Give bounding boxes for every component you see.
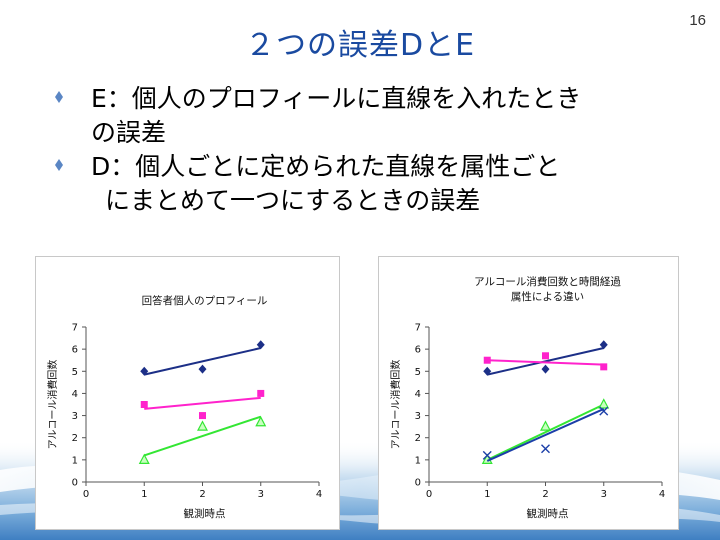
x-tick-label: 1 bbox=[484, 489, 490, 500]
chart-subtitle: 属性による違い bbox=[511, 290, 584, 303]
x-tick-label: 2 bbox=[542, 489, 548, 500]
y-tick-label: 3 bbox=[72, 411, 78, 422]
data-point-square bbox=[140, 401, 148, 408]
chart-title: 回答者個人のプロフィール bbox=[142, 294, 268, 307]
y-axis-label: アルコール消費回数 bbox=[46, 360, 59, 450]
data-point-triangle bbox=[197, 420, 208, 431]
data-point-triangle bbox=[255, 415, 267, 427]
data-point-square bbox=[542, 352, 549, 360]
y-tick-label: 2 bbox=[72, 433, 78, 444]
trend-line bbox=[144, 396, 261, 410]
y-axis-label: アルコール消費回数 bbox=[389, 360, 402, 450]
data-point-square bbox=[483, 356, 491, 364]
y-tick-label: 1 bbox=[72, 455, 78, 466]
data-point-diamond bbox=[140, 366, 149, 376]
y-tick-label: 0 bbox=[72, 478, 78, 489]
bullet-icon bbox=[55, 159, 63, 171]
bullet-item: D：個人ごとに定められた直線を属性ごと にまとめて一つにするときの誤差 bbox=[55, 150, 695, 218]
data-point-square bbox=[257, 389, 265, 397]
bullet-line: D：個人ごとに定められた直線を属性ごと bbox=[91, 152, 561, 181]
bullet-line: にまとめて一つにするときの誤差 bbox=[105, 186, 481, 215]
y-tick-label: 5 bbox=[72, 367, 78, 378]
bullet-list: E：個人のプロフィールに直線を入れたとき の誤差 D：個人ごとに定められた直線を… bbox=[55, 82, 695, 218]
data-point-square bbox=[199, 412, 206, 420]
y-tick-label: 2 bbox=[415, 433, 421, 444]
x-tick-label: 0 bbox=[426, 489, 432, 500]
trend-line bbox=[487, 347, 604, 376]
data-point-square bbox=[600, 363, 608, 371]
data-point-x bbox=[482, 450, 492, 460]
data-point-diamond bbox=[541, 364, 550, 374]
data-point-diamond bbox=[483, 366, 492, 376]
x-tick-label: 0 bbox=[83, 489, 89, 500]
y-tick-label: 4 bbox=[72, 389, 78, 400]
data-point-x bbox=[599, 406, 609, 416]
y-tick-label: 5 bbox=[415, 367, 421, 378]
bullet-line: の誤差 bbox=[91, 118, 167, 147]
x-tick-label: 3 bbox=[258, 489, 264, 500]
slide-title: ２つの誤差DとE bbox=[244, 28, 476, 63]
y-tick-label: 0 bbox=[415, 478, 421, 489]
chart-canvas: 回答者個人のプロフィール 0 1 2 3 4 5 6 7 0 1 2 3 4 観測時点 アルコール消費回数 bbox=[46, 294, 322, 520]
x-axis-label: 観測時点 bbox=[527, 507, 569, 520]
y-tick-label: 7 bbox=[72, 323, 78, 334]
trend-line bbox=[486, 408, 605, 462]
attribute-difference-chart: アルコール消費回数と時間経過 属性による違い 0 1 2 3 4 5 6 7 0 1 2 3 4 観測時点 アル… bbox=[378, 256, 679, 530]
data-point-diamond bbox=[256, 340, 265, 350]
y-tick-label: 6 bbox=[72, 345, 78, 356]
trend-line bbox=[486, 403, 605, 461]
data-point-triangle bbox=[138, 453, 150, 464]
trend-line bbox=[144, 347, 261, 376]
y-tick-label: 1 bbox=[415, 455, 421, 466]
y-tick-label: 4 bbox=[415, 389, 421, 400]
data-point-triangle bbox=[598, 398, 610, 409]
x-tick-label: 2 bbox=[199, 489, 205, 500]
individual-profile-chart: 回答者個人のプロフィール 0 1 2 3 4 5 6 7 0 1 2 3 4 観測時点 アルコール消費回数 bbox=[35, 256, 340, 530]
bullet-item: E：個人のプロフィールに直線を入れたとき の誤差 bbox=[55, 82, 695, 150]
data-point-diamond bbox=[198, 364, 207, 374]
chart-title: アルコール消費回数と時間経過 bbox=[474, 275, 621, 288]
x-axis-label: 観測時点 bbox=[184, 507, 226, 520]
data-point-diamond bbox=[599, 340, 608, 350]
y-tick-label: 6 bbox=[415, 345, 421, 356]
x-tick-label: 4 bbox=[316, 489, 322, 500]
y-tick-label: 3 bbox=[415, 411, 421, 422]
x-tick-label: 1 bbox=[141, 489, 147, 500]
bullet-line: E：個人のプロフィールに直線を入れたとき bbox=[91, 84, 582, 113]
trend-line bbox=[143, 415, 262, 457]
data-point-triangle bbox=[540, 420, 551, 431]
bullet-icon bbox=[55, 91, 63, 103]
x-tick-label: 4 bbox=[659, 489, 665, 500]
x-tick-label: 3 bbox=[601, 489, 607, 500]
data-point-x bbox=[541, 444, 550, 454]
page-number: 16 bbox=[689, 12, 706, 29]
trend-line bbox=[487, 359, 604, 366]
y-tick-label: 7 bbox=[415, 323, 421, 334]
